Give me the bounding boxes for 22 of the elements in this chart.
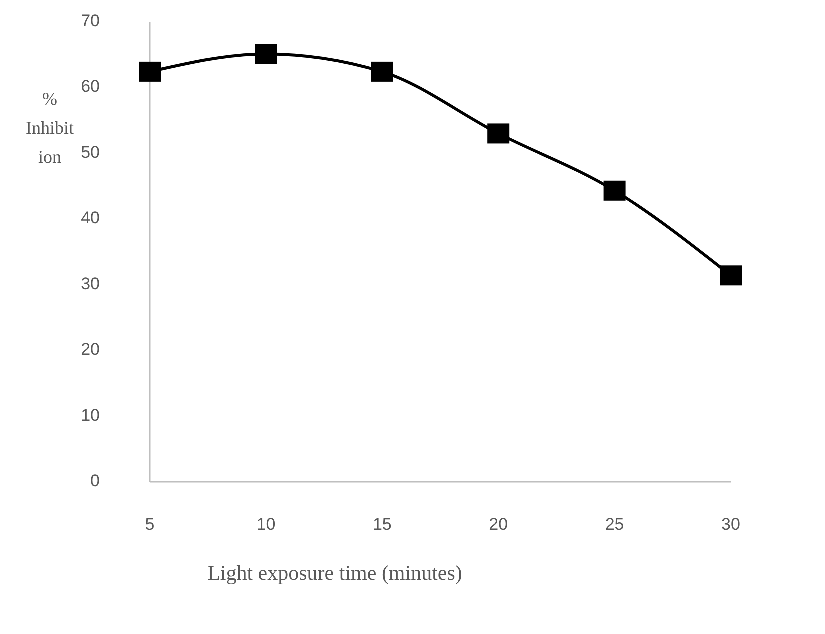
y-tick-label: 20 [81,340,100,360]
x-tick-label: 25 [605,515,624,534]
x-tick-label: 20 [489,515,508,534]
x-tick-label: 30 [722,515,740,534]
point [604,180,626,201]
point [488,124,510,144]
point [255,44,278,64]
point [371,62,394,82]
y-tick-label: 50 [81,142,100,162]
y-tick-label: 40 [81,208,100,228]
point [720,266,742,286]
y-tick-label: 70 [81,11,100,30]
x-axis-title: Light exposure time (minutes) [208,561,462,585]
y-tick-label: 60 [81,77,100,96]
y-axis-title: % Inhibition [26,89,74,167]
x-tick-label: 10 [256,515,276,534]
y-tick-label: 0 [90,471,100,490]
x-tick-label: 5 [145,515,155,534]
y-tick-label: 30 [81,274,100,294]
y-tick-label: 10 [81,406,100,425]
point [139,62,161,82]
x-tick-label: 15 [372,515,392,534]
